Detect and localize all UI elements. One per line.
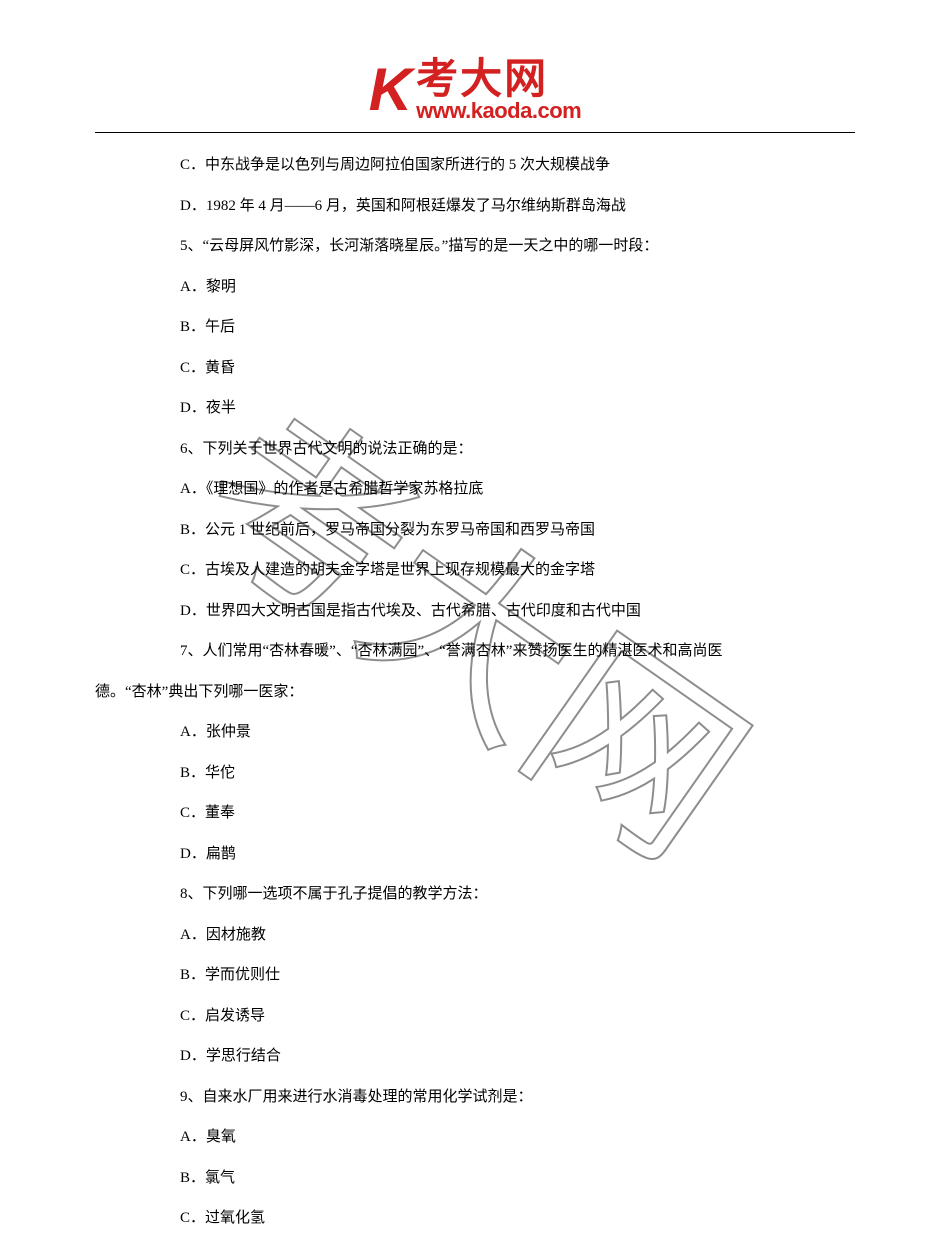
option-line: C．古埃及人建造的胡夫金字塔是世界上现存规模最大的金字塔 — [95, 550, 855, 591]
logo-main-text: 考大网 — [416, 58, 548, 100]
option-line: C．董奉 — [95, 793, 855, 834]
option-line: A．张仲景 — [95, 712, 855, 753]
option-line: B．华佗 — [95, 753, 855, 794]
option-line: A．黎明 — [95, 267, 855, 308]
document-content: C．中东战争是以色列与周边阿拉伯国家所进行的 5 次大规模战争 D．1982 年… — [0, 133, 950, 1239]
option-line: B．学而优则仕 — [95, 955, 855, 996]
logo-url-text: www.kaoda.com — [416, 100, 581, 122]
logo-text: 考大网 www.kaoda.com — [416, 58, 581, 122]
option-line: A．因材施教 — [95, 915, 855, 956]
option-line: D．世界四大文明古国是指古代埃及、古代希腊、古代印度和古代中国 — [95, 591, 855, 632]
option-line: B．氯气 — [95, 1158, 855, 1199]
question-line: 6、下列关于世界古代文明的说法正确的是： — [95, 429, 855, 470]
option-line: D．1982 年 4 月——6 月，英国和阿根廷爆发了马尔维纳斯群岛海战 — [95, 186, 855, 227]
option-line: C．启发诱导 — [95, 996, 855, 1037]
option-line: B．午后 — [95, 307, 855, 348]
option-line: C．黄昏 — [95, 348, 855, 389]
option-line: D．夜半 — [95, 388, 855, 429]
option-line: A．臭氧 — [95, 1117, 855, 1158]
option-line: B．公元 1 世纪前后，罗马帝国分裂为东罗马帝国和西罗马帝国 — [95, 510, 855, 551]
option-line: D．学思行结合 — [95, 1036, 855, 1077]
question-line: 8、下列哪一选项不属于孔子提倡的教学方法： — [95, 874, 855, 915]
logo: K 考大网 www.kaoda.com — [369, 55, 581, 124]
question-line: 7、人们常用“杏林春暖”、“杏林满园”、“誉满杏林”来赞扬医生的精湛医术和高尚医 — [95, 631, 855, 672]
option-line: C．过氧化氢 — [95, 1198, 855, 1239]
question-line: 9、自来水厂用来进行水消毒处理的常用化学试剂是： — [95, 1077, 855, 1118]
question-line: 5、“云母屏风竹影深，长河渐落晓星辰。”描写的是一天之中的哪一时段： — [95, 226, 855, 267]
question-line-continuation: 德。“杏林”典出下列哪一医家： — [95, 672, 855, 713]
page-header: K 考大网 www.kaoda.com — [0, 0, 950, 132]
logo-k-icon: K — [369, 55, 412, 124]
option-line: A．《理想国》的作者是古希腊哲学家苏格拉底 — [95, 469, 855, 510]
option-line: D．扁鹊 — [95, 834, 855, 875]
option-line: C．中东战争是以色列与周边阿拉伯国家所进行的 5 次大规模战争 — [95, 145, 855, 186]
